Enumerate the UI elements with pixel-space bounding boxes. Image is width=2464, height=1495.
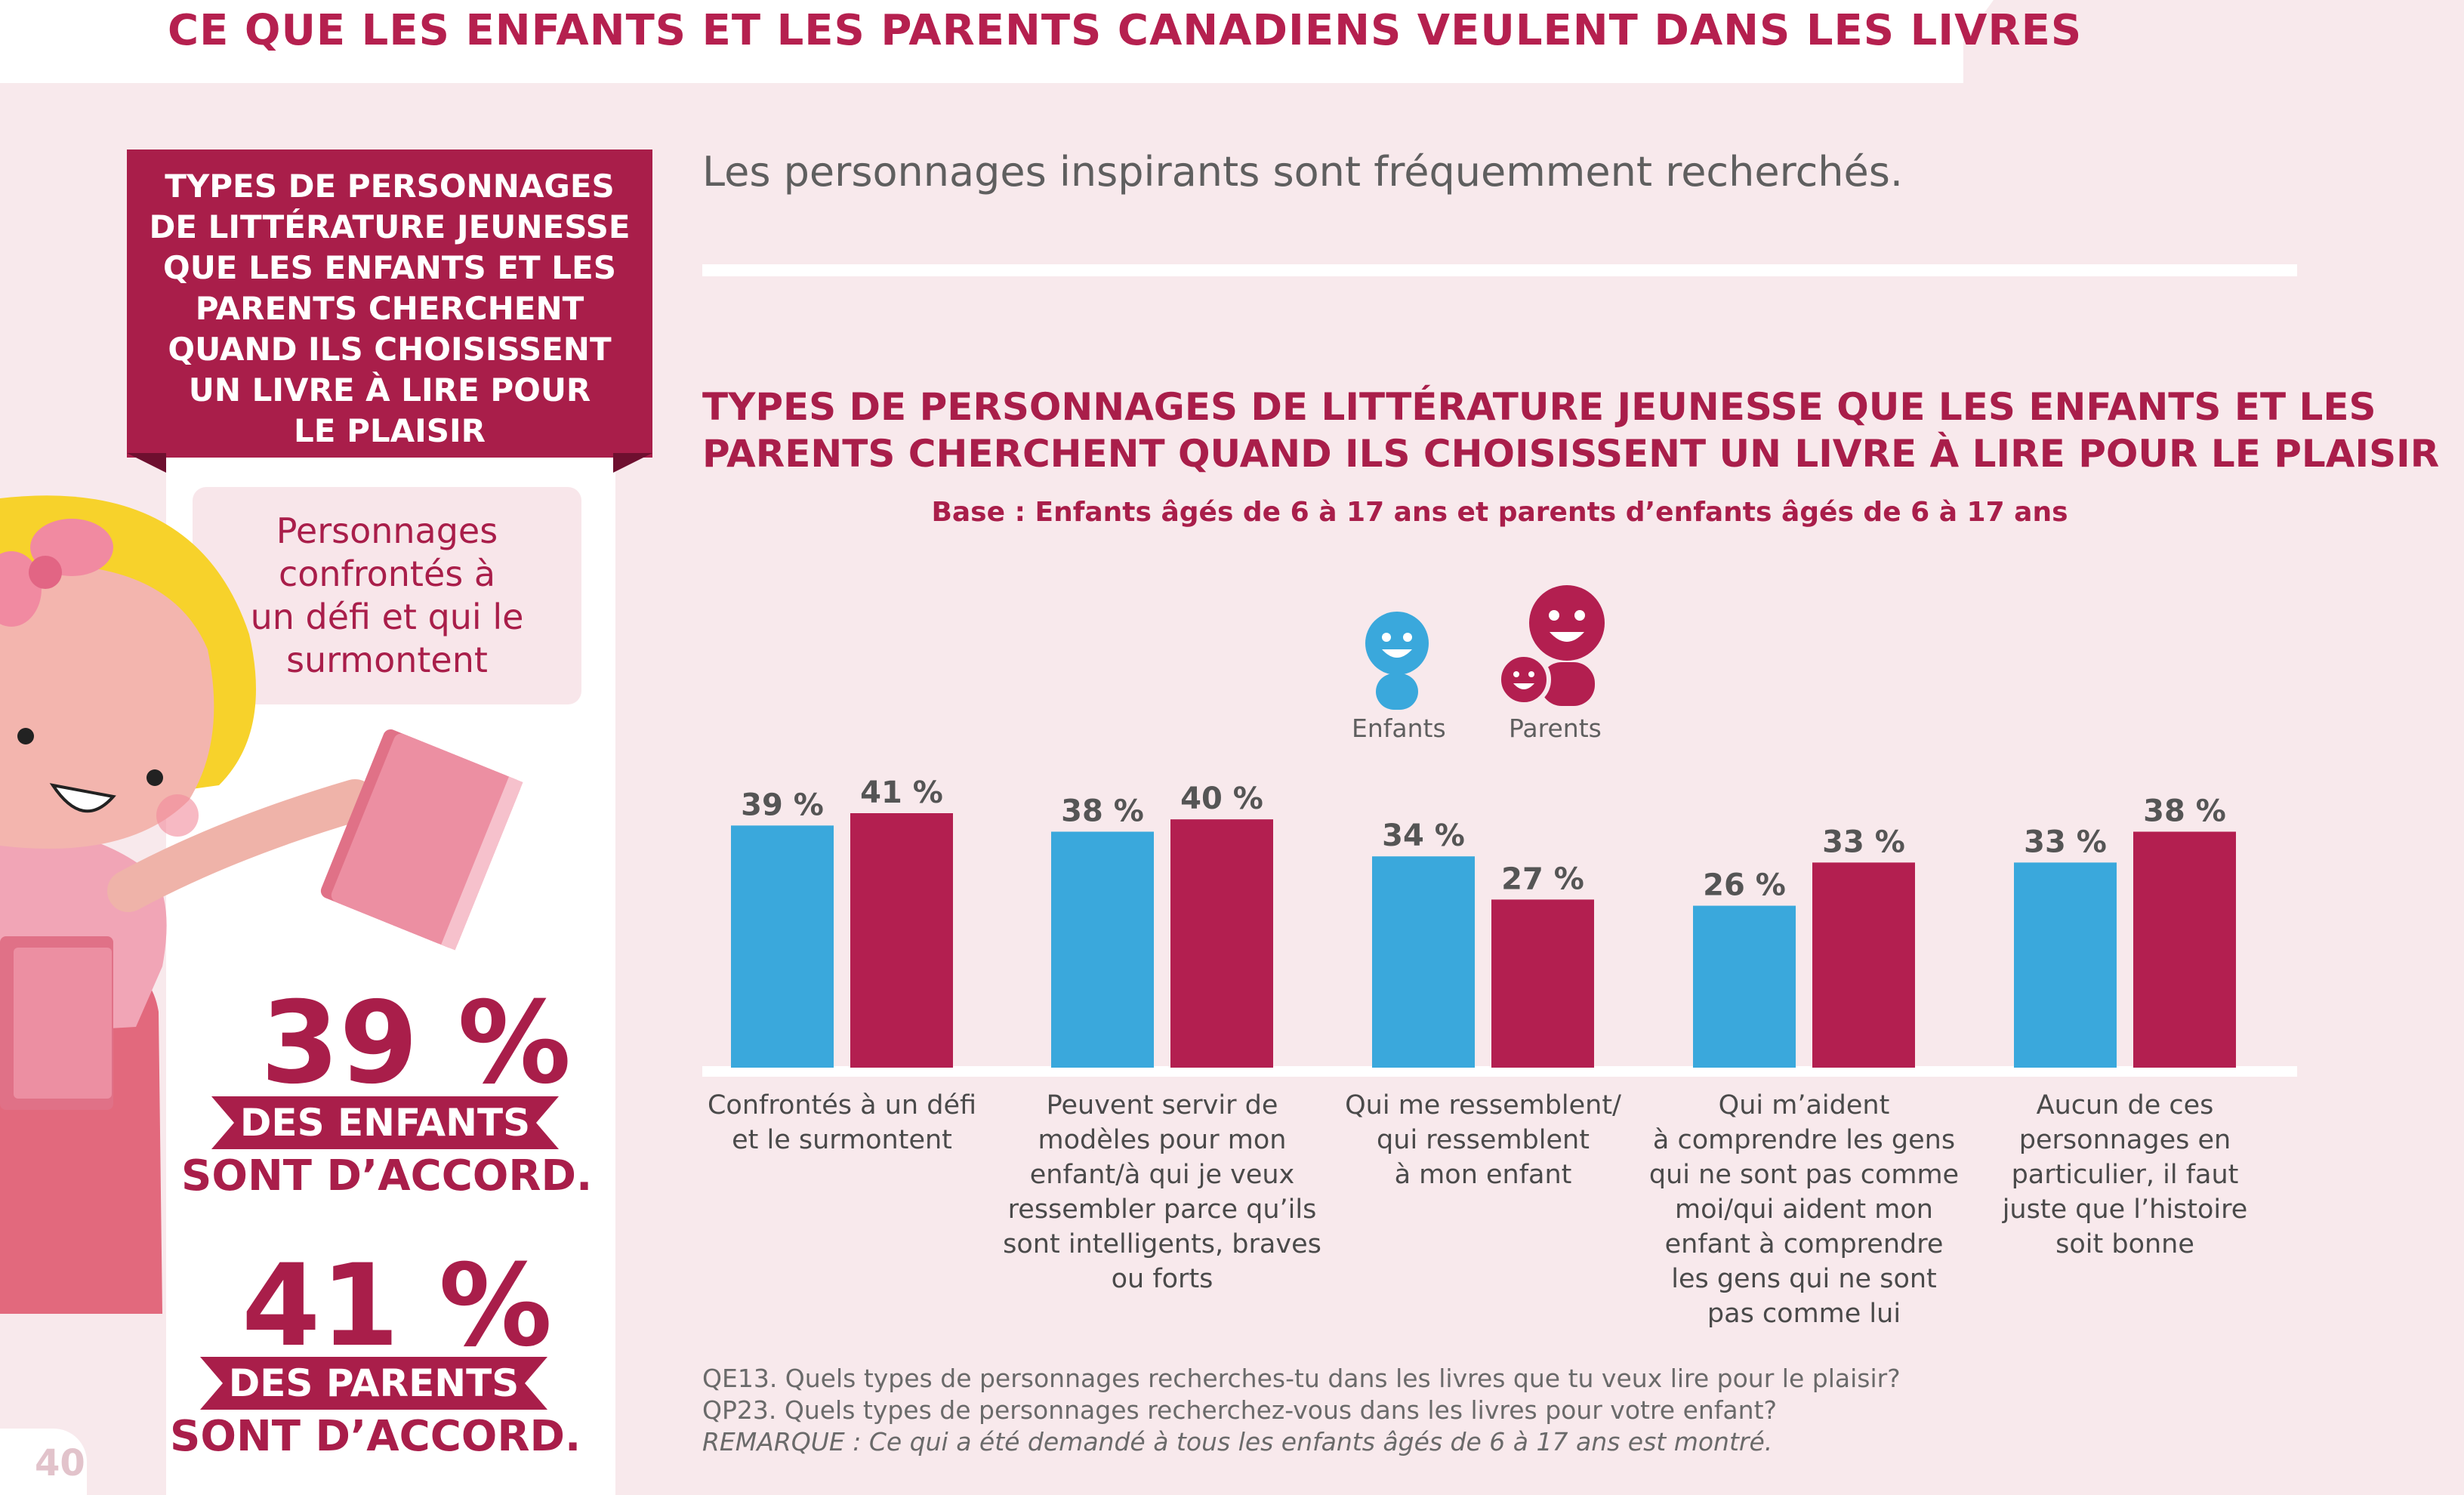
ribbon-fold-right bbox=[613, 453, 652, 473]
legend-label-enfants: Enfants bbox=[1352, 714, 1446, 743]
page-subtitle: Les personnages inspirants sont fréquemm… bbox=[702, 148, 1904, 196]
divider-rule bbox=[702, 264, 2297, 276]
data-label-enfants-2: 38 % bbox=[1061, 794, 1144, 829]
bar-parents-5 bbox=[2133, 831, 2236, 1068]
page-number: 40 bbox=[35, 1442, 85, 1484]
bar-parents-1 bbox=[850, 813, 953, 1068]
chart-subtitle: Base : Enfants âgés de 6 à 17 ans et par… bbox=[931, 497, 2068, 528]
highlight-text: Personnages confrontés à un défi et qui … bbox=[250, 510, 524, 680]
footnote-note: REMARQUE : Ce qui a été demandé à tous l… bbox=[702, 1427, 1773, 1456]
stat-parents-ribbon: DES PARENTS bbox=[200, 1357, 547, 1410]
sidebar-header: TYPES DE PERSONNAGES DE LITTÉRATURE JEUN… bbox=[127, 150, 652, 458]
chart-title-line-2: PARENTS CHERCHENT QUAND ILS CHOISISSENT … bbox=[702, 432, 2440, 476]
bar-enfants-4 bbox=[1693, 905, 1796, 1068]
bar-enfants-5 bbox=[2014, 862, 2117, 1068]
category-label-2: Peuvent servir de modèles pour mon enfant/… bbox=[1003, 1090, 1321, 1294]
data-label-enfants-1: 39 % bbox=[741, 788, 824, 822]
smiley-parents-icon bbox=[1497, 585, 1605, 706]
data-label-parents-4: 33 % bbox=[1822, 825, 1905, 859]
girl-cheek bbox=[156, 794, 199, 837]
girl-eye bbox=[17, 728, 34, 744]
stat-parents-value: 41 % bbox=[242, 1241, 553, 1372]
bar-enfants-1 bbox=[731, 825, 834, 1068]
stat-enfants-line: SONT D’ACCORD. bbox=[181, 1151, 593, 1201]
book-icon bbox=[320, 729, 523, 951]
bar-parents-3 bbox=[1491, 899, 1594, 1068]
bar-enfants-3 bbox=[1372, 856, 1475, 1068]
page-title: CE QUE LES ENFANTS ET LES PARENTS CANADI… bbox=[168, 6, 2083, 55]
ribbon-fold-left bbox=[127, 453, 166, 473]
girl-eye bbox=[146, 769, 163, 786]
stat-enfants-value: 39 % bbox=[261, 978, 572, 1109]
data-label-parents-1: 41 % bbox=[860, 775, 943, 810]
stat-parents-line: SONT D’ACCORD. bbox=[170, 1412, 581, 1461]
bar-enfants-2 bbox=[1051, 831, 1154, 1068]
category-label-3: Qui me ressemblent/qui ressemblent à mon … bbox=[1345, 1090, 1621, 1190]
data-label-parents-3: 27 % bbox=[1501, 862, 1584, 896]
girl-mouth bbox=[49, 783, 116, 813]
header-corner bbox=[1933, 0, 1994, 83]
category-label-5: Aucun de ces personnages en particulier, i… bbox=[2002, 1090, 2248, 1259]
footnote-qe13: QE13. Quels types de personnages recherc… bbox=[702, 1364, 1901, 1393]
legend-label-parents: Parents bbox=[1509, 714, 1602, 743]
girl-arm bbox=[107, 779, 376, 912]
data-label-parents-5: 38 % bbox=[2143, 794, 2226, 829]
hair-bow-icon bbox=[0, 519, 113, 627]
x-axis-baseline bbox=[702, 1066, 2297, 1077]
data-label-enfants-3: 34 % bbox=[1382, 818, 1465, 853]
category-label-4: Qui m’aident à comprendre les gens qui ne … bbox=[1649, 1090, 1959, 1329]
category-label-1: Confrontés à un défi et le surmontent bbox=[708, 1090, 976, 1155]
stat-enfants-ribbon: DES ENFANTS bbox=[211, 1096, 559, 1149]
data-label-parents-2: 40 % bbox=[1180, 781, 1263, 816]
smiley-child-icon bbox=[1365, 612, 1429, 710]
chart-title-line-1: TYPES DE PERSONNAGES DE LITTÉRATURE JEUN… bbox=[702, 385, 2376, 429]
bar-parents-2 bbox=[1170, 819, 1273, 1068]
footnote-qp23: QP23. Quels types de personnages recherc… bbox=[702, 1395, 1778, 1425]
page-number-tab: 40 bbox=[0, 1429, 87, 1495]
data-label-enfants-5: 33 % bbox=[2024, 825, 2107, 859]
data-label-enfants-4: 26 % bbox=[1703, 868, 1786, 903]
highlight-box: Personnages confrontés à un défi et qui … bbox=[193, 487, 581, 704]
sidebar-title: TYPES DE PERSONNAGES DE LITTÉRATURE JEUN… bbox=[149, 168, 631, 449]
book-stack-icon bbox=[0, 936, 113, 1110]
bar-parents-4 bbox=[1812, 862, 1915, 1068]
top-header-bar bbox=[0, 0, 1963, 83]
girl-reading-illustration bbox=[0, 495, 523, 1314]
